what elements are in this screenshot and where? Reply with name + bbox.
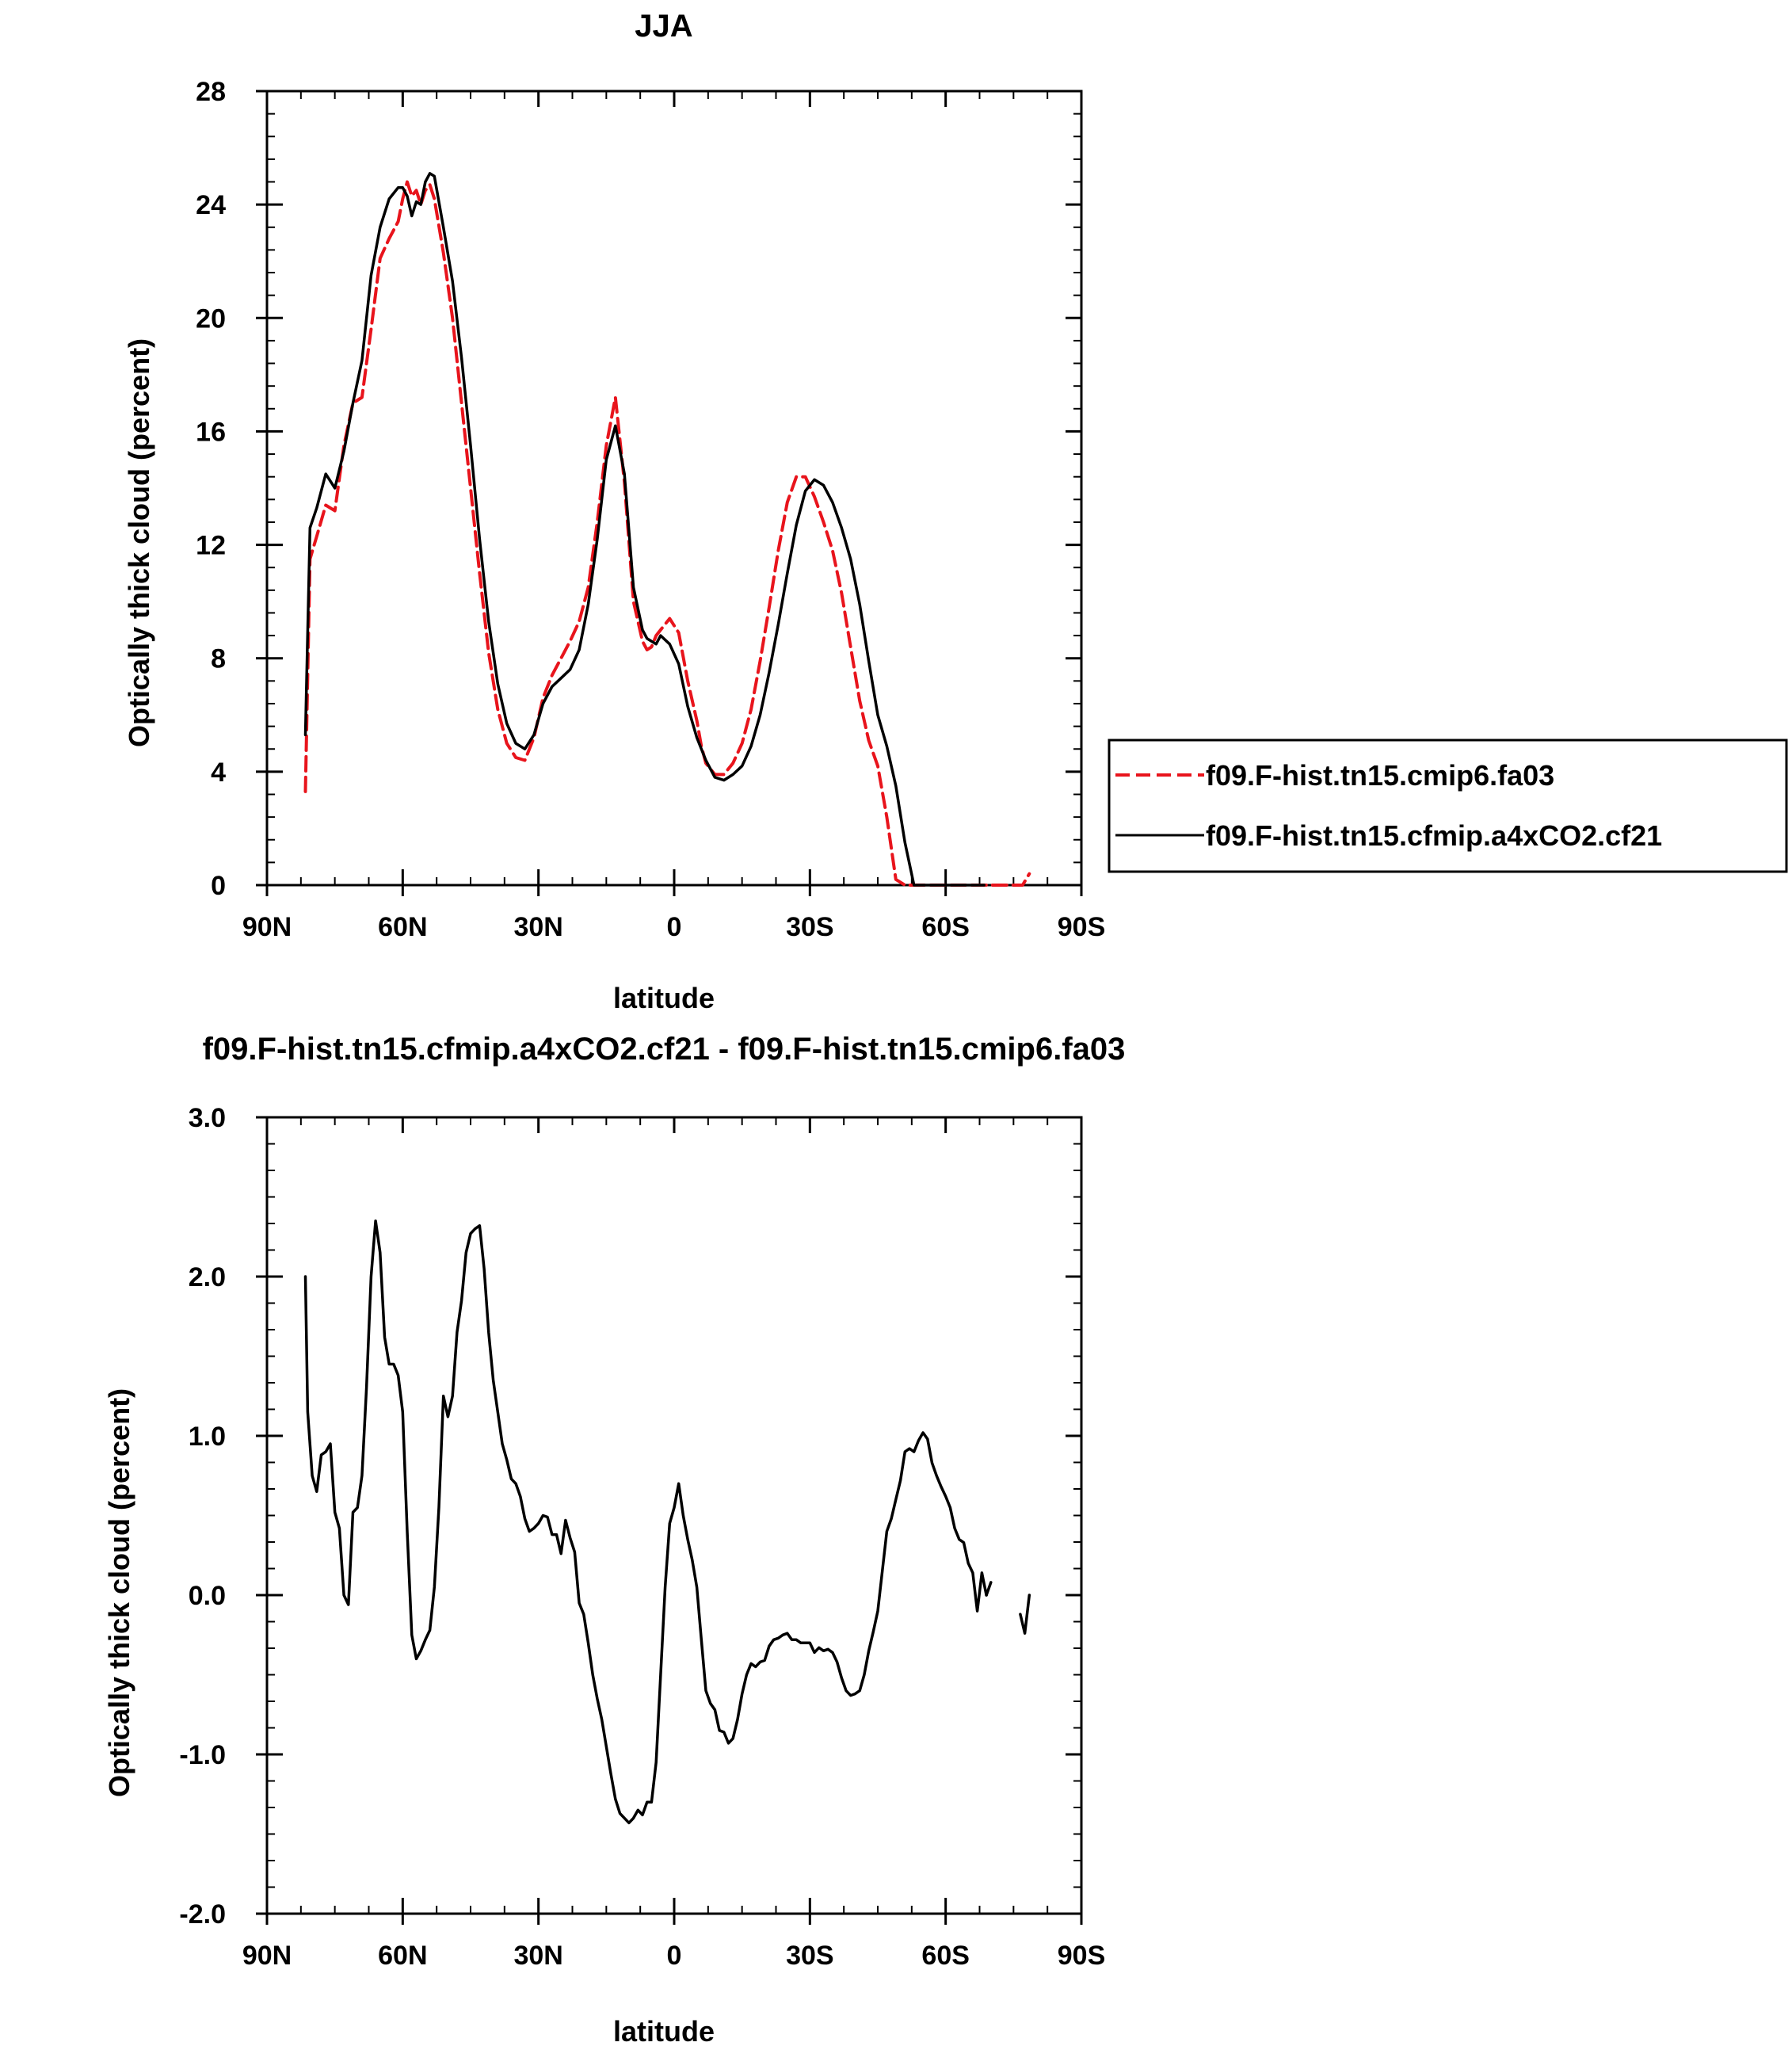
- bottom-axes: 90N 60N 30N 0 30S 60S 90S -2.0 -1.0 0.0 1.0 2.0 3.0: [179, 1103, 1105, 1971]
- bottom-y-axis-label: Optically thick cloud (percent): [103, 1388, 135, 1797]
- top-y-axis-label: Optically thick cloud (percent): [123, 338, 155, 747]
- top-y-tick-label: 20: [196, 303, 226, 334]
- bottom-x-tick-label: 60S: [921, 1941, 970, 1971]
- bottom-series-lines: [303, 1219, 1031, 1825]
- top-chart-title: JJA: [635, 9, 692, 44]
- top-x-tick-label: 30S: [786, 912, 834, 942]
- top-y-tick-label: 16: [196, 417, 226, 447]
- bottom-y-tick-label: 1.0: [189, 1422, 226, 1452]
- legend-box: [1108, 739, 1788, 873]
- bottom-x-tick-label: 30N: [513, 1941, 562, 1971]
- bottom-y-tick-label: 3.0: [189, 1103, 226, 1133]
- top-series-lines: [303, 172, 1031, 887]
- top-series-line-0: [303, 180, 1031, 887]
- legend: f09.F-hist.tn15.cmip6.fa03 f09.F-hist.tn…: [1108, 739, 1788, 873]
- bottom-y-tick-label: 2.0: [189, 1262, 226, 1292]
- bottom-x-tick-label: 90S: [1058, 1941, 1106, 1971]
- top-x-axis-label: latitude: [613, 982, 715, 1014]
- top-x-tick-label: 30N: [513, 912, 562, 942]
- top-y-tick-label: 24: [196, 190, 226, 220]
- top-x-tick-label: 60N: [378, 912, 427, 942]
- top-x-tick-label: 60S: [921, 912, 970, 942]
- bottom-series-line-0-seg-0: [303, 1219, 988, 1825]
- bottom-x-tick-label: 60N: [378, 1941, 427, 1971]
- bottom-x-tick-label: 0: [667, 1941, 682, 1971]
- bottom-x-tick-label: 30S: [786, 1941, 834, 1971]
- top-y-tick-label: 0: [211, 871, 226, 901]
- top-y-tick-label: 28: [196, 77, 226, 107]
- top-y-tick-label: 8: [211, 644, 226, 674]
- top-x-tick-label: 0: [667, 912, 682, 942]
- bottom-x-tick-label: 90N: [242, 1941, 292, 1971]
- top-axes: 90N 60N 30N 0 30S 60S 90S 0 4 8 12 16 20 24 28: [196, 77, 1105, 942]
- top-series-line-1: [303, 172, 986, 887]
- bottom-x-axis-label: latitude: [613, 2015, 715, 2046]
- bottom-y-tick-label: 0.0: [189, 1581, 226, 1611]
- bottom-y-tick-label: -2.0: [179, 1899, 226, 1930]
- bottom-plot-frame: [265, 1116, 1083, 1915]
- top-panel: JJA latitude Optically thick cloud (perc…: [123, 9, 1105, 1014]
- top-plot-frame: [265, 90, 1083, 887]
- bottom-panel: f09.F-hist.tn15.cfmip.a4xCO2.cf21 - f09.…: [103, 1032, 1125, 2046]
- bottom-chart-title: f09.F-hist.tn15.cfmip.a4xCO2.cf21 - f09.…: [203, 1032, 1126, 1067]
- bottom-y-tick-label: -1.0: [179, 1740, 226, 1770]
- legend-label-cf21: f09.F-hist.tn15.cfmip.a4xCO2.cf21: [1206, 819, 1662, 852]
- legend-label-fa03: f09.F-hist.tn15.cmip6.fa03: [1206, 759, 1554, 792]
- top-y-tick-label: 4: [211, 758, 226, 788]
- bottom-series-line-0-seg-2: [1019, 1594, 1031, 1635]
- top-x-tick-label: 90N: [242, 912, 292, 942]
- bottom-series-line-0-seg-1: [985, 1581, 993, 1597]
- top-x-tick-label: 90S: [1058, 912, 1106, 942]
- top-y-tick-label: 12: [196, 531, 226, 561]
